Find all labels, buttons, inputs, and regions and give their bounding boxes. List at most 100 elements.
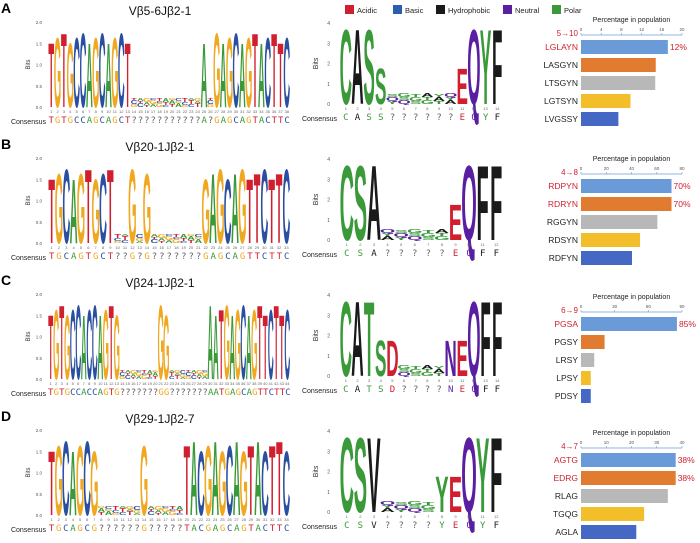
consensus-char: ? xyxy=(163,116,170,126)
consensus-char: ? xyxy=(180,388,186,398)
x-tick-label: 20 xyxy=(679,27,685,32)
bar xyxy=(581,197,672,211)
y-tick-label: 2.0 xyxy=(36,20,43,25)
consensus-char: ? xyxy=(169,116,176,126)
bar-category-label: LTSGYN xyxy=(545,78,578,88)
consensus-char: ? xyxy=(413,113,425,123)
bar xyxy=(581,76,656,90)
legend-label: Neutral xyxy=(515,6,540,15)
consensus-char: C xyxy=(268,388,275,398)
y-tick-label: 0.0 xyxy=(36,513,43,518)
consensus-char: C xyxy=(283,252,292,262)
consensus-char: C xyxy=(75,388,82,398)
consensus-char: C xyxy=(84,524,92,534)
y-tick-label: 1.0 xyxy=(36,63,43,68)
consensus-char: T xyxy=(248,524,256,534)
bar xyxy=(581,179,672,193)
consensus-char: ? xyxy=(169,388,175,398)
consensus-char: Q xyxy=(466,249,481,259)
consensus-char: G xyxy=(214,116,221,126)
consensus-char: G xyxy=(77,524,85,534)
consensus-char: T xyxy=(276,252,284,262)
bar xyxy=(581,489,668,503)
consensus-char: G xyxy=(219,524,227,534)
consensus-char: A xyxy=(81,388,87,398)
y-tick-label: 4 xyxy=(327,293,330,299)
consensus-char: F xyxy=(494,113,507,123)
y-tick-label: 2 xyxy=(327,198,330,204)
consensus-char: G xyxy=(226,116,234,126)
consensus-char: G xyxy=(64,388,71,398)
consensus-char: Y xyxy=(439,521,453,531)
consensus-char: T xyxy=(269,252,277,262)
dna-consensus-sequence: TGCAGTGCT??G?G???????GAGCAGTTCTTC xyxy=(49,252,291,262)
y-tick-label: 2 xyxy=(327,62,330,68)
consensus-char: ? xyxy=(130,388,137,398)
bar xyxy=(581,525,637,539)
consensus-char: ? xyxy=(191,388,197,398)
y-tick-label: 4 xyxy=(327,157,330,163)
legend-swatch-polar xyxy=(552,5,561,14)
y-tick-label: 2.0 xyxy=(36,156,43,161)
consensus-char: C xyxy=(343,113,355,123)
bar xyxy=(581,335,605,349)
legend-swatch-basic xyxy=(393,5,402,14)
bar xyxy=(581,353,595,367)
consensus-char: G xyxy=(93,116,100,126)
consensus-char: G xyxy=(103,388,109,398)
consensus-char: A xyxy=(105,116,113,126)
bar-category-label: LGLAYN xyxy=(545,42,578,52)
consensus-char: ? xyxy=(174,388,181,398)
cdr3-region-label: 4→8 xyxy=(561,168,578,177)
consensus-char: G xyxy=(67,116,74,126)
consensus-char: ? xyxy=(181,252,189,262)
consensus-char: ? xyxy=(148,524,156,534)
consensus-char: F xyxy=(482,385,495,395)
y-tick-label: 0.5 xyxy=(36,492,43,497)
consensus-char: G xyxy=(163,388,170,398)
bar-chart-title: Percentage in population xyxy=(593,294,671,301)
consensus-char: Y xyxy=(482,113,495,123)
consensus-char: A xyxy=(230,388,236,398)
consensus-label: Consensus xyxy=(11,255,47,262)
consensus-char: A xyxy=(191,524,199,534)
bits-axis-label: Bits xyxy=(26,467,32,477)
consensus-char: G xyxy=(141,524,149,534)
consensus-char: ? xyxy=(196,388,203,398)
consensus-char: S xyxy=(378,113,390,123)
consensus-char: A xyxy=(234,524,242,534)
consensus-char: G xyxy=(114,388,120,398)
consensus-char: C xyxy=(92,388,98,398)
consensus-char: ? xyxy=(147,388,153,398)
y-tick-label: 2.0 xyxy=(36,292,43,297)
legend-label: Basic xyxy=(405,6,424,15)
panel-letter: C xyxy=(1,272,11,288)
bar xyxy=(581,317,677,331)
consensus-char: A xyxy=(220,116,227,126)
bar xyxy=(581,389,591,403)
consensus-char: ? xyxy=(173,252,182,262)
y-tick-label: 1 xyxy=(327,354,330,360)
y-tick-label: 0.0 xyxy=(36,241,43,246)
consensus-char: C xyxy=(118,116,125,126)
consensus-char: C xyxy=(86,388,93,398)
consensus-char: G xyxy=(203,252,211,262)
bar-category-label: PDSY xyxy=(555,391,578,401)
y-tick-label: 3 xyxy=(327,177,330,183)
y-tick-label: 1 xyxy=(327,490,330,496)
consensus-char: T xyxy=(48,252,57,262)
consensus-char: ? xyxy=(152,388,159,398)
y-tick-label: 1.0 xyxy=(36,335,43,340)
consensus-char: A xyxy=(70,524,78,534)
consensus-char: T xyxy=(271,116,278,126)
consensus-char: ? xyxy=(424,113,437,123)
consensus-char: ? xyxy=(175,116,183,126)
consensus-char: T xyxy=(366,385,379,395)
x-tick-label: 0 xyxy=(580,304,583,309)
consensus-char: ? xyxy=(398,249,413,259)
consensus-char: T xyxy=(61,116,68,126)
consensus-char: ? xyxy=(448,113,460,123)
x-tick-label: 16 xyxy=(659,27,665,32)
bits-axis-label: Bits xyxy=(313,329,320,341)
